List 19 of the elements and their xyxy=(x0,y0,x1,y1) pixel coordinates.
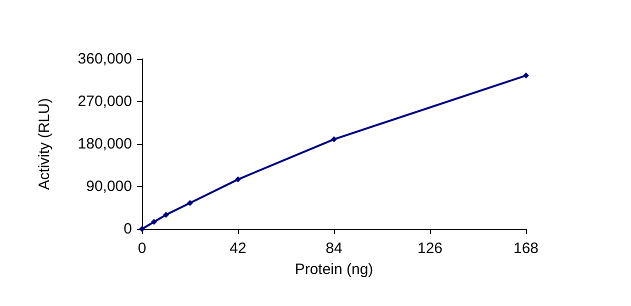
x-tick-label: 168 xyxy=(513,240,539,257)
point xyxy=(139,226,145,232)
point xyxy=(331,136,337,142)
point xyxy=(163,212,169,218)
y-tick-label: 180,000 xyxy=(78,136,132,152)
y-tick-label: 360,000 xyxy=(78,50,132,68)
x-tick-label: 0 xyxy=(138,240,146,257)
y-axis-title: Activity (RLU) xyxy=(36,98,53,190)
point xyxy=(235,176,241,182)
y-tick-label: 0 xyxy=(124,220,132,238)
x-tick-label: 84 xyxy=(326,240,342,257)
point xyxy=(187,200,193,206)
y-tick-label: 270,000 xyxy=(78,93,132,110)
x-tick-label: 126 xyxy=(417,240,443,257)
x-tick-label: 42 xyxy=(230,240,246,257)
x-axis-title: Protein (ng) xyxy=(294,261,374,278)
point xyxy=(151,218,157,225)
point xyxy=(523,72,529,79)
y-tick-label: 90,000 xyxy=(86,178,132,195)
